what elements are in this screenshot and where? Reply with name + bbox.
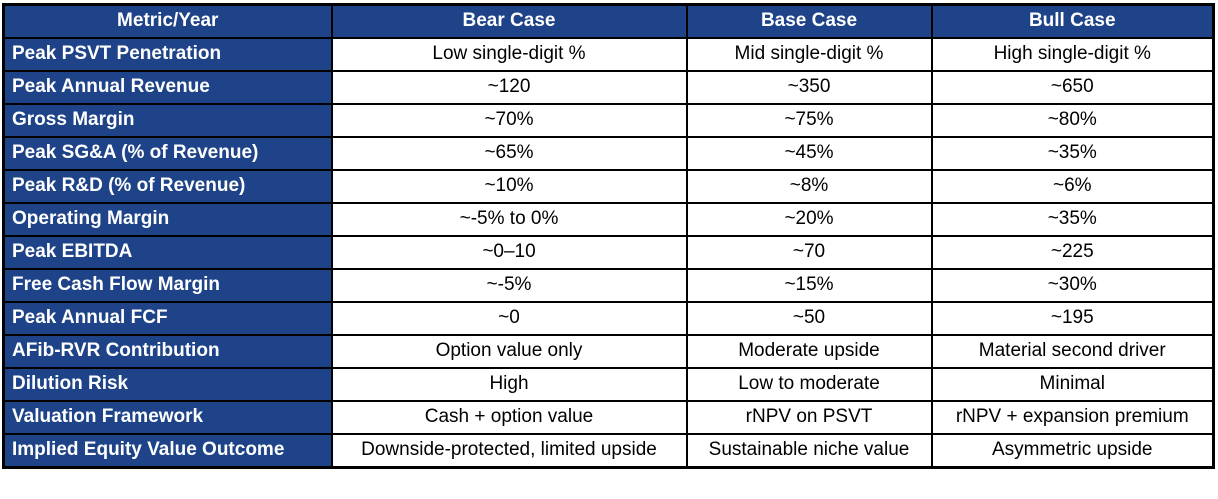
- bear-value-cell: Low single-digit %: [330, 37, 688, 72]
- table-row: AFib-RVR Contribution Option value only …: [2, 334, 1215, 369]
- table-row: Peak SG&A (% of Revenue) ~65% ~45% ~35%: [2, 136, 1215, 171]
- base-value-cell: Mid single-digit %: [685, 37, 933, 72]
- bear-value-cell: ~-5% to 0%: [330, 202, 688, 237]
- metric-cell: Peak R&D (% of Revenue): [2, 169, 333, 204]
- bear-value-cell: ~65%: [330, 136, 688, 171]
- metric-cell: Peak EBITDA: [2, 235, 333, 270]
- header-row: Metric/Year Bear Case Base Case Bull Cas…: [2, 3, 1215, 39]
- bear-value-cell: Cash + option value: [330, 400, 688, 435]
- base-value-cell: ~50: [685, 301, 933, 336]
- metric-cell: Gross Margin: [2, 103, 333, 138]
- bull-value-cell: ~80%: [930, 103, 1215, 138]
- column-header-bull-case: Bull Case: [930, 3, 1215, 39]
- metric-cell: Dilution Risk: [2, 367, 333, 402]
- bull-value-cell: ~650: [930, 70, 1215, 105]
- base-value-cell: rNPV on PSVT: [685, 400, 933, 435]
- bear-value-cell: Downside-protected, limited upside: [330, 433, 688, 469]
- column-header-bear-case: Bear Case: [330, 3, 688, 39]
- table-row: Free Cash Flow Margin ~-5% ~15% ~30%: [2, 268, 1215, 303]
- base-value-cell: ~8%: [685, 169, 933, 204]
- bull-value-cell: High single-digit %: [930, 37, 1215, 72]
- base-value-cell: ~70: [685, 235, 933, 270]
- bear-value-cell: ~120: [330, 70, 688, 105]
- bull-value-cell: ~35%: [930, 136, 1215, 171]
- base-value-cell: ~75%: [685, 103, 933, 138]
- scenario-table-container: Metric/Year Bear Case Base Case Bull Cas…: [2, 3, 1215, 469]
- bear-value-cell: ~-5%: [330, 268, 688, 303]
- bear-value-cell: ~70%: [330, 103, 688, 138]
- table-row: Dilution Risk High Low to moderate Minim…: [2, 367, 1215, 402]
- bull-value-cell: ~225: [930, 235, 1215, 270]
- base-value-cell: Low to moderate: [685, 367, 933, 402]
- table-row: Peak PSVT Penetration Low single-digit %…: [2, 37, 1215, 72]
- base-value-cell: ~20%: [685, 202, 933, 237]
- bear-value-cell: ~0–10: [330, 235, 688, 270]
- metric-cell: Free Cash Flow Margin: [2, 268, 333, 303]
- scenario-comparison-table: Metric/Year Bear Case Base Case Bull Cas…: [2, 3, 1215, 469]
- metric-cell: Peak Annual Revenue: [2, 70, 333, 105]
- bull-value-cell: Material second driver: [930, 334, 1215, 369]
- bull-value-cell: ~195: [930, 301, 1215, 336]
- base-value-cell: Sustainable niche value: [685, 433, 933, 469]
- base-value-cell: ~45%: [685, 136, 933, 171]
- table-row: Peak EBITDA ~0–10 ~70 ~225: [2, 235, 1215, 270]
- metric-cell: Peak PSVT Penetration: [2, 37, 333, 72]
- metric-cell: Peak Annual FCF: [2, 301, 333, 336]
- table-row: Gross Margin ~70% ~75% ~80%: [2, 103, 1215, 138]
- bull-value-cell: ~35%: [930, 202, 1215, 237]
- bear-value-cell: Option value only: [330, 334, 688, 369]
- bear-value-cell: ~0: [330, 301, 688, 336]
- bull-value-cell: ~30%: [930, 268, 1215, 303]
- metric-cell: Operating Margin: [2, 202, 333, 237]
- column-header-base-case: Base Case: [685, 3, 933, 39]
- bull-value-cell: ~6%: [930, 169, 1215, 204]
- table-row: Valuation Framework Cash + option value …: [2, 400, 1215, 435]
- table-row: Peak Annual Revenue ~120 ~350 ~650: [2, 70, 1215, 105]
- bear-value-cell: ~10%: [330, 169, 688, 204]
- table-row: Implied Equity Value Outcome Downside-pr…: [2, 433, 1215, 469]
- bull-value-cell: Asymmetric upside: [930, 433, 1215, 469]
- bull-value-cell: rNPV + expansion premium: [930, 400, 1215, 435]
- base-value-cell: Moderate upside: [685, 334, 933, 369]
- metric-cell: AFib-RVR Contribution: [2, 334, 333, 369]
- metric-cell: Peak SG&A (% of Revenue): [2, 136, 333, 171]
- column-header-metric-year: Metric/Year: [2, 3, 333, 39]
- base-value-cell: ~15%: [685, 268, 933, 303]
- metric-cell: Implied Equity Value Outcome: [2, 433, 333, 469]
- table-row: Peak Annual FCF ~0 ~50 ~195: [2, 301, 1215, 336]
- table-row: Peak R&D (% of Revenue) ~10% ~8% ~6%: [2, 169, 1215, 204]
- bull-value-cell: Minimal: [930, 367, 1215, 402]
- bear-value-cell: High: [330, 367, 688, 402]
- metric-cell: Valuation Framework: [2, 400, 333, 435]
- base-value-cell: ~350: [685, 70, 933, 105]
- table-row: Operating Margin ~-5% to 0% ~20% ~35%: [2, 202, 1215, 237]
